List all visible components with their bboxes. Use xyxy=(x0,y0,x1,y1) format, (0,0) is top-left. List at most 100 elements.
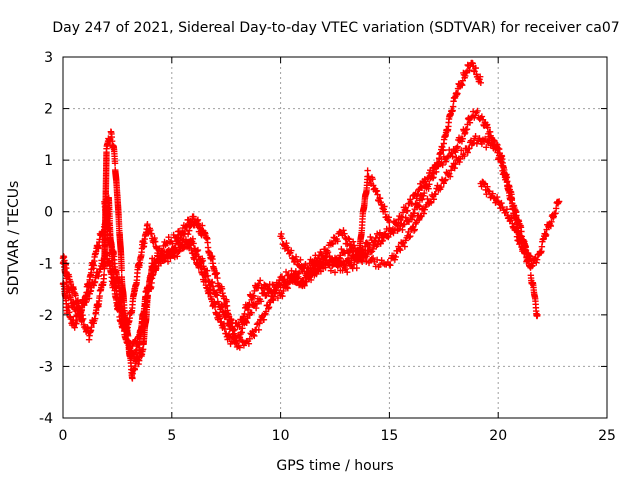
data-point xyxy=(364,250,371,258)
data-point xyxy=(165,234,172,241)
data-point xyxy=(211,303,219,311)
data-point xyxy=(186,242,194,249)
data-point xyxy=(415,203,423,210)
marks-layer xyxy=(59,59,563,382)
data-point xyxy=(310,268,317,275)
data-point xyxy=(288,267,295,274)
y-tick-label: 3 xyxy=(44,50,53,66)
data-point xyxy=(221,325,228,333)
data-point xyxy=(411,226,418,233)
y-tick-label: -2 xyxy=(39,308,53,324)
y-tick-label: -4 xyxy=(39,411,53,427)
data-point xyxy=(420,210,428,217)
data-point xyxy=(251,332,258,340)
data-point xyxy=(442,176,449,183)
data-point xyxy=(552,205,560,212)
y-axis-label: SDTVAR / TECUs xyxy=(6,181,22,296)
data-point xyxy=(407,196,414,203)
data-point xyxy=(164,250,171,258)
data-point xyxy=(176,247,183,255)
data-point xyxy=(280,276,287,284)
data-point xyxy=(527,253,534,260)
data-point xyxy=(220,320,228,328)
data-point xyxy=(466,67,473,74)
data-point xyxy=(364,240,371,247)
data-point xyxy=(472,132,479,140)
data-point xyxy=(292,269,300,277)
data-point xyxy=(171,248,178,256)
data-point xyxy=(347,259,354,266)
data-point xyxy=(392,253,399,261)
y-tick-label: 2 xyxy=(44,102,53,118)
data-point xyxy=(548,218,555,225)
data-point xyxy=(404,207,411,214)
data-point xyxy=(285,271,292,279)
data-point xyxy=(257,298,265,305)
data-point xyxy=(72,292,79,299)
data-point xyxy=(534,311,541,319)
data-point xyxy=(111,160,119,167)
data-point xyxy=(452,161,459,168)
data-point xyxy=(442,158,450,165)
data-point xyxy=(329,262,336,269)
data-point xyxy=(272,287,279,294)
data-point xyxy=(407,232,414,240)
data-point xyxy=(365,241,373,249)
data-point xyxy=(266,287,273,294)
data-point xyxy=(328,239,336,247)
axis-layer: 0 5 10 15 20 25 -4 -3 -2 -1 0 1 2 3 xyxy=(39,50,616,444)
data-point xyxy=(477,79,484,86)
data-point xyxy=(149,255,156,262)
data-point xyxy=(522,243,529,250)
data-point xyxy=(410,227,418,234)
data-point xyxy=(350,242,358,249)
data-point xyxy=(327,257,335,264)
data-point xyxy=(310,261,317,269)
data-point xyxy=(305,275,312,283)
data-point xyxy=(432,190,439,198)
data-point xyxy=(193,247,201,255)
data-point xyxy=(292,253,300,260)
data-point xyxy=(346,236,353,243)
data-point xyxy=(446,173,454,180)
data-point xyxy=(239,325,246,332)
data-point xyxy=(244,314,251,322)
data-point xyxy=(182,236,190,243)
data-point xyxy=(555,198,563,205)
data-point xyxy=(476,135,483,142)
plot-frame xyxy=(62,56,608,419)
data-point xyxy=(174,253,181,260)
data-point xyxy=(73,320,80,327)
data-point xyxy=(464,149,471,156)
data-point xyxy=(180,244,187,252)
data-point xyxy=(305,265,312,272)
data-point xyxy=(294,261,302,268)
data-point xyxy=(176,239,183,247)
x-tick-label: 10 xyxy=(272,428,290,444)
data-point xyxy=(334,237,341,245)
data-point xyxy=(474,107,481,115)
data-point xyxy=(96,292,103,300)
data-point xyxy=(82,299,90,306)
data-point xyxy=(213,292,221,299)
chart-title: Day 247 of 2021, Sidereal Day-to-day VTE… xyxy=(52,20,619,36)
data-point xyxy=(345,235,352,242)
data-point xyxy=(458,147,465,154)
data-point xyxy=(345,258,353,265)
data-point xyxy=(372,234,379,242)
data-point xyxy=(430,196,438,203)
y-tick-label: 0 xyxy=(44,205,53,221)
data-point xyxy=(100,271,108,279)
data-point xyxy=(315,265,322,272)
data-point xyxy=(190,240,197,247)
data-point xyxy=(430,169,438,177)
data-point xyxy=(329,240,337,248)
data-point xyxy=(323,253,331,260)
x-tick-label: 0 xyxy=(59,428,68,444)
series-track-c xyxy=(59,59,484,382)
data-point xyxy=(300,280,307,288)
data-point xyxy=(194,216,202,224)
data-point xyxy=(472,64,480,72)
data-point xyxy=(365,173,372,180)
